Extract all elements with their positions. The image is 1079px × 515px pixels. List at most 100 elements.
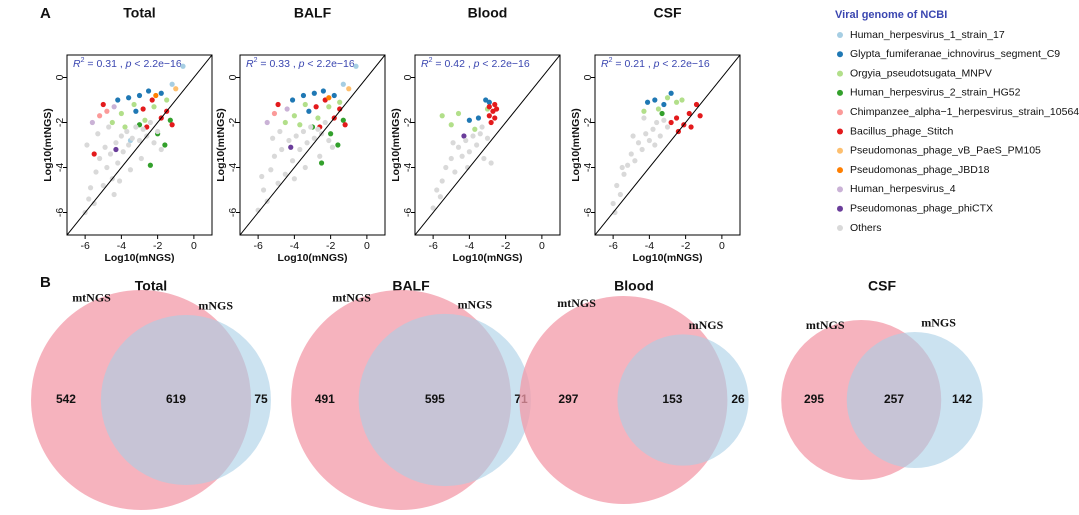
point — [621, 171, 627, 177]
point — [111, 191, 117, 198]
point — [668, 119, 674, 126]
x-axis-label: Log10(mNGS) — [104, 252, 174, 264]
point — [277, 128, 283, 135]
set-label: mtNGS — [557, 296, 596, 310]
y-tick-label: -6 — [402, 208, 414, 217]
point — [282, 171, 288, 177]
venn-set — [617, 334, 749, 466]
point — [289, 97, 296, 103]
point — [260, 187, 267, 193]
legend-label: Pseudomonas_phage_JBD18 — [850, 164, 990, 176]
legend-label: Bacillus_phage_Stitch — [850, 125, 953, 137]
point — [479, 124, 485, 130]
point — [300, 92, 307, 99]
legend-label: Human_herpesvirus_1_strain_17 — [850, 29, 1005, 41]
x-tick-label: 0 — [539, 240, 545, 252]
point — [318, 160, 325, 166]
point — [652, 97, 658, 103]
point — [661, 117, 667, 123]
point — [109, 119, 115, 126]
point — [326, 104, 332, 110]
point — [346, 86, 352, 92]
y-tick-label: -2 — [227, 118, 239, 127]
point — [169, 122, 175, 128]
legend-label: Glypta_fumiferanae_ichnovirus_segment_C9 — [850, 48, 1060, 60]
point — [486, 113, 492, 119]
x-tick-label: -6 — [80, 240, 89, 252]
point — [492, 115, 498, 121]
point — [652, 142, 658, 148]
point — [167, 117, 173, 123]
annotation: R2 = 0.33 , p < 2.2e−16 — [246, 57, 355, 69]
point — [610, 200, 616, 207]
point — [659, 110, 665, 117]
point — [289, 158, 296, 164]
point — [329, 144, 336, 150]
point — [291, 113, 297, 119]
venn-count: 153 — [662, 392, 682, 406]
x-tick-label: -6 — [608, 240, 617, 252]
point — [628, 151, 634, 157]
point — [475, 115, 482, 121]
point — [322, 119, 328, 126]
panel-label: A — [40, 5, 51, 22]
point — [488, 119, 494, 126]
point — [320, 88, 326, 94]
annotation-part: p — [473, 58, 480, 70]
annotation-part: 2 — [81, 57, 85, 64]
plot-area — [67, 55, 212, 235]
point — [118, 110, 124, 117]
chart-title: Total — [135, 278, 167, 294]
point — [641, 115, 647, 121]
x-tick-label: -6 — [428, 240, 437, 252]
legend-title: Viral genome of NCBI — [835, 9, 947, 21]
point — [145, 88, 152, 94]
point — [697, 113, 703, 119]
point — [93, 169, 99, 175]
point — [448, 155, 454, 162]
point — [617, 191, 623, 198]
legend-swatch — [837, 70, 843, 77]
point — [466, 149, 472, 155]
point — [486, 99, 492, 105]
point — [102, 144, 108, 150]
point — [259, 173, 265, 180]
point — [300, 128, 307, 135]
point — [293, 133, 299, 139]
point — [302, 164, 308, 171]
point — [315, 115, 321, 121]
diagonal — [595, 55, 740, 235]
annotation-part: = 0.31 , — [85, 58, 126, 70]
legend-label: Human_herpesvirus_4 — [850, 183, 956, 195]
y-tick-label: 0 — [582, 74, 594, 80]
y-tick-label: -2 — [402, 118, 414, 127]
point — [654, 119, 660, 126]
point — [106, 124, 112, 130]
point — [311, 90, 317, 96]
venn-count: 297 — [558, 392, 578, 406]
point — [286, 137, 292, 144]
point — [147, 119, 153, 126]
annotation-part: 2 — [609, 57, 613, 64]
point — [126, 95, 132, 101]
point — [679, 97, 685, 103]
annotation: R2 = 0.31 , p < 2.2e−16 — [73, 57, 182, 69]
x-tick-label: -4 — [290, 240, 299, 252]
point — [340, 81, 346, 87]
point — [353, 63, 359, 69]
x-axis-label: Log10(mNGS) — [632, 252, 702, 264]
point — [461, 133, 467, 139]
point — [264, 119, 270, 126]
venn-count: 491 — [315, 392, 335, 406]
point — [270, 135, 276, 141]
point — [95, 131, 101, 137]
venn-count: 26 — [731, 392, 745, 406]
point — [304, 140, 310, 146]
point — [492, 101, 498, 108]
point — [641, 108, 647, 114]
venn-count: 257 — [884, 392, 904, 406]
point — [337, 99, 343, 105]
point — [434, 187, 440, 193]
legend-label: Human_herpesvirus_2_strain_HG52 — [850, 87, 1021, 99]
point — [463, 137, 469, 144]
